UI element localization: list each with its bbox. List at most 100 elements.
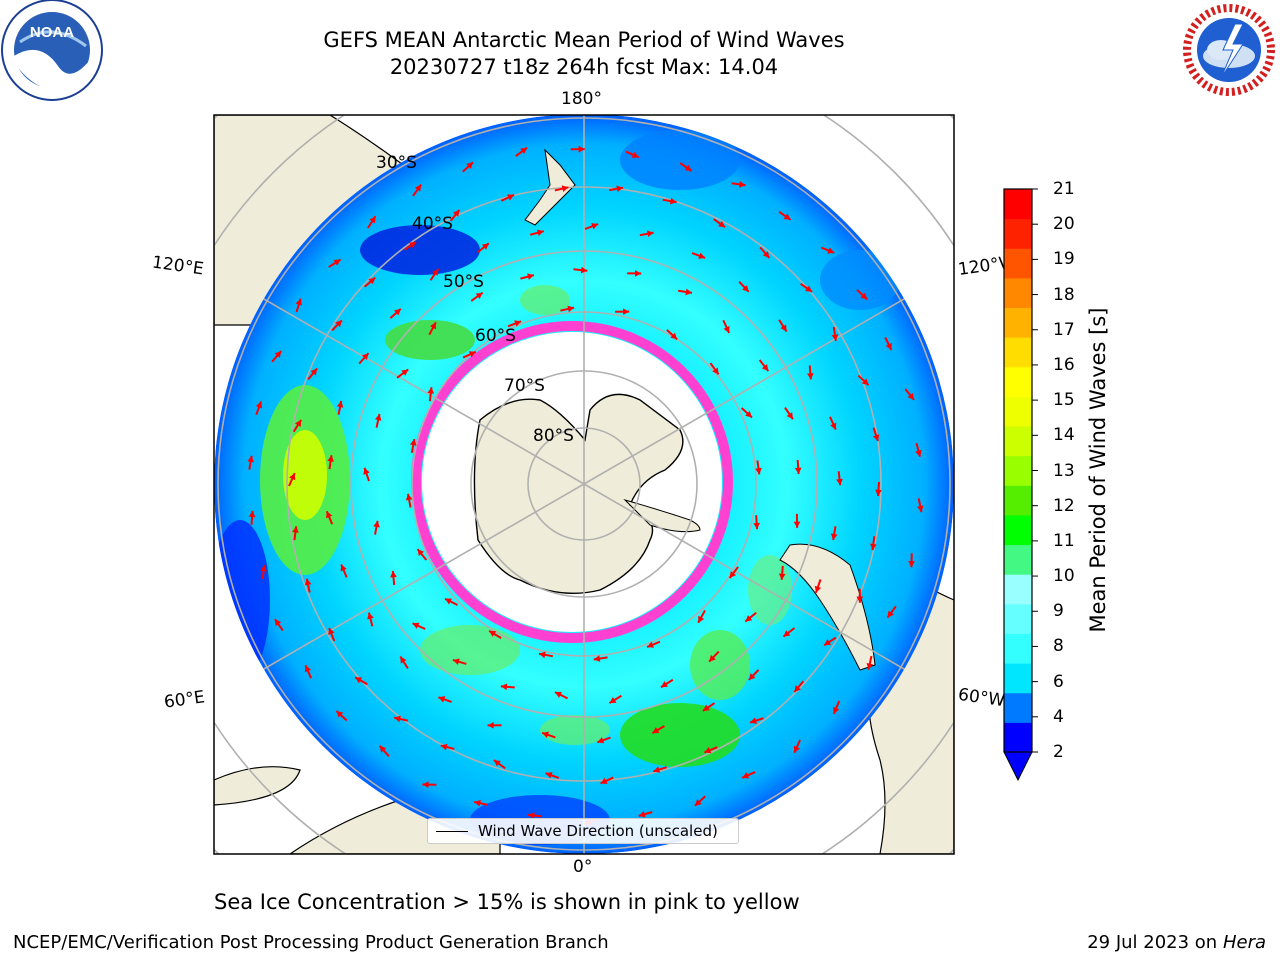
arrow-head [702, 704, 710, 711]
legend-label: Wind Wave Direction (unscaled) [478, 822, 718, 840]
arrow-head [685, 288, 693, 296]
arrow-head [635, 270, 642, 277]
lat-label-50s: 50°S [443, 272, 484, 292]
arrow-head [712, 367, 719, 375]
arrow-head [336, 710, 344, 718]
colorbar-tick-label: 2 [1053, 742, 1064, 762]
arrow-head [542, 731, 550, 739]
arrow-head [355, 677, 363, 684]
arrow-head [247, 455, 254, 463]
colorbar-segment [1004, 189, 1032, 220]
arrow-head [827, 247, 835, 254]
arrow-head [274, 351, 282, 358]
arrow-head [830, 533, 838, 541]
legend-line-icon [436, 831, 468, 832]
sea-ice-footnote: Sea Ice Concentration > 15% is shown in … [214, 890, 800, 914]
arrow-head [750, 717, 757, 724]
colorbar-segment [1004, 366, 1032, 397]
arrow-head [631, 151, 639, 158]
host-name: Hera [1222, 932, 1266, 953]
arrow-head [545, 772, 553, 779]
arrow-head [753, 522, 761, 530]
arrow-head [824, 639, 832, 646]
arrow-head [430, 322, 436, 330]
credit-line: NCEP/EMC/Verification Post Processing Pr… [13, 932, 609, 953]
lon-label-0: 0° [573, 857, 593, 877]
colorbar-tick-label: 9 [1053, 601, 1064, 622]
arrow-head [860, 292, 868, 300]
arrow-head [718, 220, 726, 228]
nws-logo [1181, 2, 1277, 98]
colorbar-tick-label: 10 [1053, 566, 1075, 587]
arrow-head [390, 571, 397, 578]
arrow-head [481, 243, 489, 250]
colorbar-tick-label: 18 [1053, 284, 1075, 305]
arrow-head [260, 565, 267, 572]
arrow-head [295, 298, 303, 306]
arrow-head [474, 799, 481, 807]
arrow-head [907, 392, 915, 400]
arrow-head [794, 685, 801, 693]
arrow-head [638, 811, 646, 818]
graticule [214, 115, 954, 854]
arrow-head [698, 615, 705, 623]
arrow-head [327, 455, 334, 462]
arrow-head [394, 715, 401, 723]
arrow-head [652, 727, 660, 734]
arrow-head [709, 654, 716, 662]
lat-label-40s: 40°S [412, 214, 453, 234]
colorbar-tick-label: 6 [1053, 671, 1064, 692]
arrow-head [814, 585, 822, 593]
lat-label-30s: 30°S [376, 153, 417, 173]
arrow-head [755, 467, 762, 475]
arrow-head [555, 691, 563, 698]
arrow-head [466, 162, 474, 169]
arrow-head [500, 683, 508, 691]
arrow-head [489, 630, 497, 637]
arrow-head [536, 229, 544, 236]
arrow-head [440, 743, 448, 751]
arrow-head [580, 266, 588, 274]
colorbar-tick-label: 15 [1053, 390, 1075, 411]
arrow-head [326, 511, 333, 519]
arrow-head [292, 526, 299, 533]
arrow-head [295, 419, 302, 427]
arrow-head [493, 760, 501, 767]
arrow-head [793, 521, 801, 528]
arrow-head [609, 696, 617, 704]
arrow-head [885, 342, 892, 350]
colorbar-tick-label: 8 [1053, 636, 1064, 657]
arrow-head [340, 564, 347, 572]
arrow-head [368, 277, 376, 285]
arrow-head [409, 241, 417, 249]
arrow-head [875, 489, 882, 496]
arrow-head [704, 747, 712, 754]
arrow-head [836, 478, 843, 486]
arrow-head [861, 378, 869, 386]
colorbar-tick-label: 12 [1053, 495, 1075, 516]
arrow-head [669, 197, 677, 205]
arrow-head [369, 216, 376, 224]
arrow-head [870, 543, 877, 551]
arrow-head [778, 573, 786, 580]
colorbar-segment [1004, 485, 1032, 516]
arrow-head [622, 308, 630, 316]
arrow-head [417, 549, 425, 556]
arrow-head [783, 213, 791, 220]
arrow-head [379, 745, 387, 753]
map-title: GEFS MEAN Antarctic Mean Period of Wind … [323, 28, 845, 52]
arrow-head [738, 181, 746, 188]
arrow-head [405, 493, 413, 501]
arrow-head [866, 662, 874, 670]
arrow-head [539, 651, 546, 659]
arrow-head [748, 673, 756, 680]
colorbar-tick-label: 13 [1053, 460, 1075, 481]
generation-date: 29 Jul 2023 on Hera [1087, 932, 1266, 953]
lat-label-80s: 80°S [533, 426, 574, 446]
arrow-head [670, 332, 678, 340]
arrow-head [248, 510, 256, 518]
colorbar-segment [1004, 514, 1032, 546]
antarctica [473, 393, 684, 594]
arrow-head [422, 781, 429, 788]
